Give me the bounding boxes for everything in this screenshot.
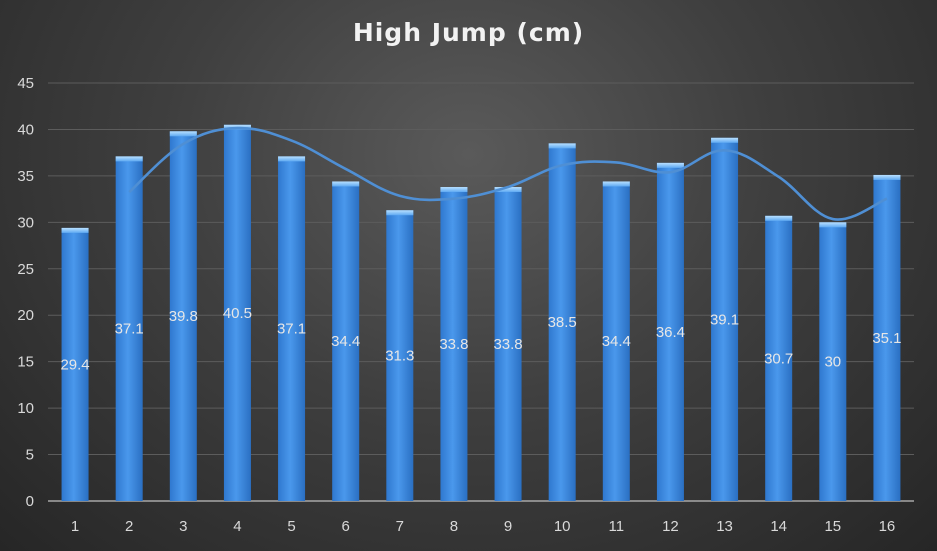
chart-title: High Jump (cm) (352, 18, 585, 47)
bar-cap (386, 210, 414, 216)
bar-cap (115, 156, 143, 162)
bar (548, 143, 576, 501)
bar-body (115, 156, 143, 502)
bar-cap (332, 181, 360, 187)
data-label: 30.7 (764, 350, 793, 367)
y-tick-label: 45 (17, 75, 34, 92)
bar-cap (819, 222, 847, 228)
bar-body (61, 227, 89, 501)
x-tick-label: 4 (233, 518, 241, 535)
bar-body (169, 131, 197, 501)
bar-cap (61, 227, 89, 233)
bar (494, 187, 522, 501)
bar (819, 222, 847, 502)
data-label: 30 (824, 354, 841, 371)
y-tick-label: 15 (17, 354, 34, 371)
y-tick-label: 10 (17, 400, 34, 417)
bar (440, 187, 468, 501)
bar-cap (873, 174, 901, 180)
bar (765, 215, 793, 501)
bar-body (386, 210, 414, 501)
bar-cap (602, 181, 630, 187)
bar-body (440, 187, 468, 501)
y-axis-ticks: 0 5 10 15 20 25 30 35 40 45 (17, 75, 34, 510)
bar-body (494, 187, 522, 501)
bar (873, 174, 901, 501)
data-labels: 29.4 37.1 39.8 40.5 37.1 34.4 31.3 33.8 33.8 38.5… (60, 305, 901, 374)
y-tick-label: 25 (17, 261, 34, 278)
x-tick-label: 7 (396, 518, 404, 535)
bar (332, 181, 360, 501)
bar (602, 181, 630, 501)
bar (61, 227, 89, 501)
data-label: 34.4 (331, 333, 360, 350)
y-tick-label: 35 (17, 168, 34, 185)
bar-body (819, 222, 847, 502)
bar-body (223, 124, 251, 502)
bar (223, 124, 251, 502)
data-label: 33.8 (493, 336, 522, 353)
bar-body (278, 156, 306, 502)
x-tick-label: 2 (125, 518, 133, 535)
data-label: 31.3 (385, 348, 414, 365)
x-tick-label: 9 (504, 518, 512, 535)
data-label: 35.1 (872, 330, 901, 347)
bar (656, 162, 684, 501)
y-tick-label: 20 (17, 307, 34, 324)
bar-body (332, 181, 360, 501)
bar-cap (765, 215, 793, 221)
data-label: 40.5 (223, 305, 252, 322)
bar (386, 210, 414, 501)
data-label: 37.1 (277, 321, 306, 338)
bar (115, 156, 143, 502)
data-label: 38.5 (548, 314, 577, 331)
x-tick-label: 5 (287, 518, 295, 535)
bar-body (656, 162, 684, 501)
bar-cap (440, 187, 468, 193)
data-label: 39.8 (169, 308, 198, 325)
trendline (128, 126, 888, 221)
x-tick-label: 10 (554, 518, 571, 535)
x-tick-label: 16 (879, 518, 896, 535)
data-label: 37.1 (115, 321, 144, 338)
x-tick-label: 15 (824, 518, 841, 535)
bar (278, 156, 306, 502)
bar-body (602, 181, 630, 501)
data-label: 34.4 (602, 333, 631, 350)
data-label: 39.1 (710, 311, 739, 328)
bar-body (548, 143, 576, 501)
y-tick-label: 0 (26, 493, 34, 510)
x-tick-label: 1 (71, 518, 79, 535)
bar-cap (494, 187, 522, 193)
y-tick-label: 30 (17, 214, 34, 231)
x-tick-label: 14 (770, 518, 787, 535)
bar-cap (278, 156, 306, 162)
x-tick-label: 11 (609, 518, 625, 535)
bar (711, 137, 739, 501)
x-axis-ticks: 1 2 3 4 5 6 7 8 9 10 11 12 13 14 15 16 (71, 518, 895, 535)
bar (169, 131, 197, 501)
x-tick-label: 12 (662, 518, 679, 535)
bar-body (765, 215, 793, 501)
bar-cap (169, 131, 197, 137)
data-label: 33.8 (439, 336, 468, 353)
data-label: 29.4 (60, 356, 89, 373)
x-tick-label: 6 (342, 518, 350, 535)
bar-body (711, 137, 739, 501)
bar-cap (656, 162, 684, 168)
y-tick-label: 40 (17, 121, 34, 138)
bars (61, 124, 901, 502)
x-tick-label: 8 (450, 518, 458, 535)
bar-cap (711, 137, 739, 143)
y-tick-label: 5 (26, 447, 34, 464)
trendline-layer (128, 126, 888, 221)
bar-body (873, 174, 901, 501)
x-tick-label: 3 (179, 518, 187, 535)
x-tick-label: 13 (716, 518, 733, 535)
bar-cap (548, 143, 576, 149)
data-label: 36.4 (656, 324, 685, 341)
